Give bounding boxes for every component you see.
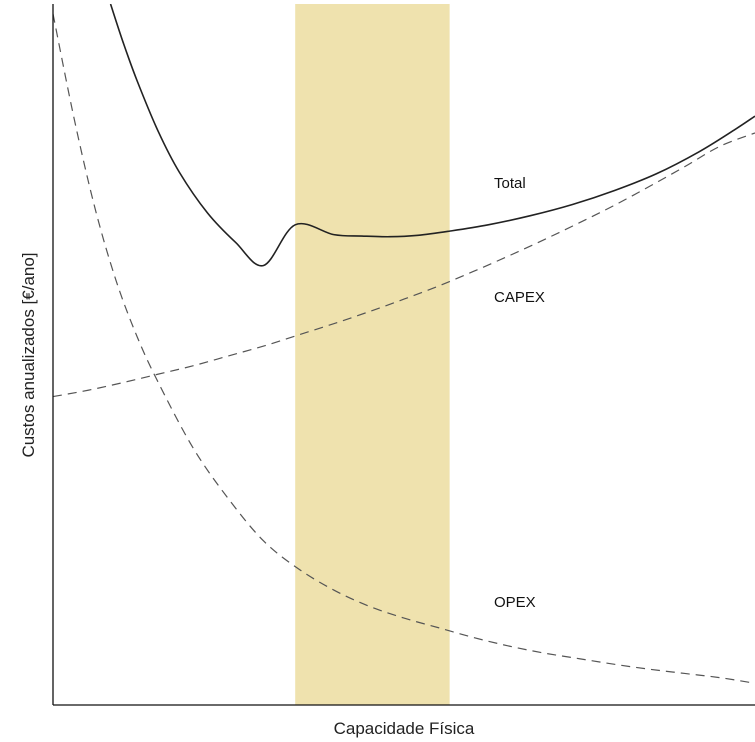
series-line-capex <box>53 132 755 398</box>
y-axis-label: Custos anualizados [€/ano] <box>19 252 38 457</box>
series-label-opex: OPEX <box>494 594 536 611</box>
plot-area <box>53 4 755 705</box>
shaded-region <box>295 4 450 705</box>
series-label-total: Total <box>494 175 526 192</box>
series-label-capex: CAPEX <box>494 289 545 306</box>
series-layer <box>53 4 755 684</box>
x-axis-label: Capacidade Física <box>334 719 475 738</box>
series-line-total <box>109 4 755 267</box>
